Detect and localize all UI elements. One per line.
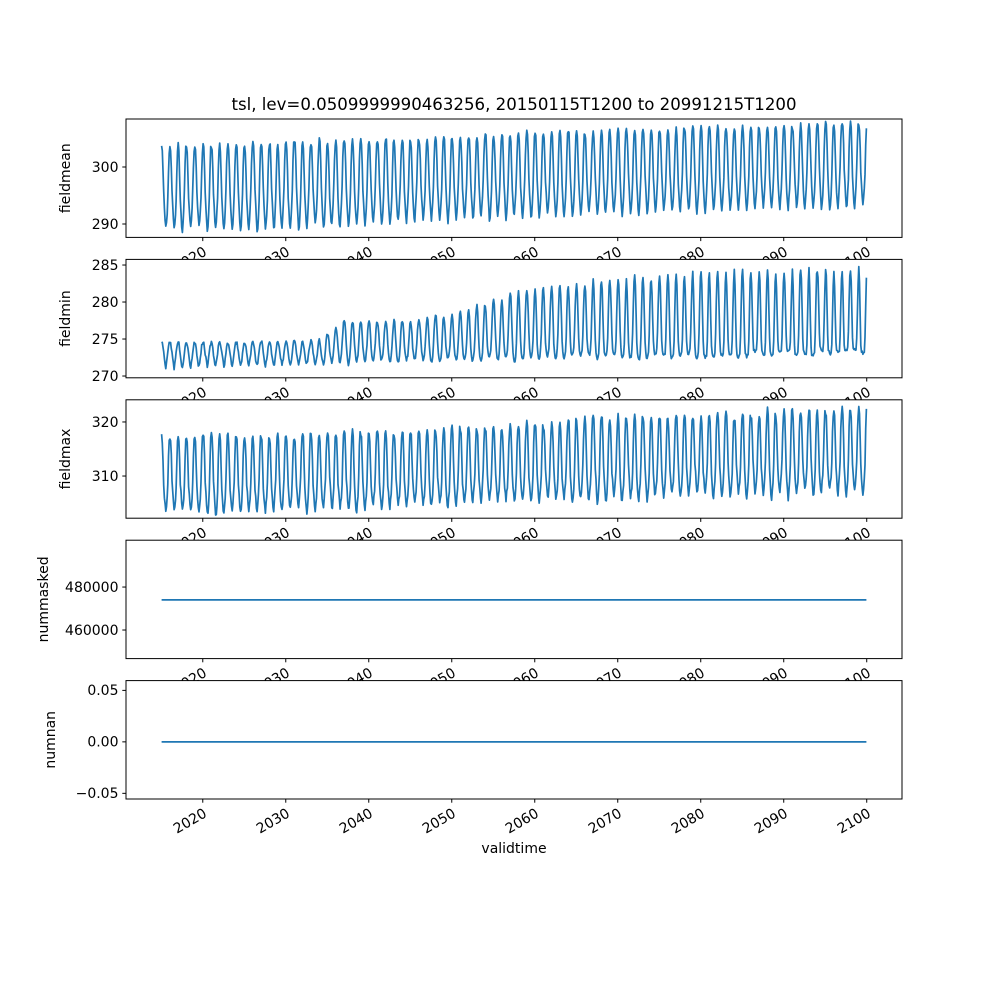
axes-spines: [125, 399, 903, 519]
y-axis-label-fieldmax: fieldmax: [58, 429, 74, 490]
series-line-fieldmin: [161, 265, 868, 371]
chart-title: tsl, lev=0.0509999990463256, 20150115T12…: [231, 95, 797, 114]
subplot-fieldmin: 2702752802852020203020402050206020702080…: [58, 258, 903, 416]
x-tick-label: 2060: [503, 806, 542, 838]
axes-spines: [125, 118, 903, 238]
y-axis-label-fieldmin: fieldmin: [58, 290, 74, 347]
subplot-nummasked: 4600004800002020203020402050206020702080…: [36, 539, 903, 697]
y-tick-label: 290: [92, 217, 119, 233]
y-tick-label: 280: [92, 295, 119, 311]
y-tick-label: 285: [92, 258, 119, 274]
x-tick-label: 2080: [669, 806, 708, 838]
subplot-numnan: −0.05 0.00 0.05 2020 2030 2040 2050 2060 2070 208…: [43, 680, 903, 838]
y-tick-label: 275: [92, 332, 119, 348]
x-tick-label: 2040: [337, 806, 376, 838]
x-tick-label: 2070: [586, 806, 625, 838]
y-tick-label: 480000: [65, 580, 118, 596]
y-tick-label: −0.05: [76, 786, 119, 802]
y-tick-label: 460000: [65, 623, 118, 639]
x-tick-label: 2050: [420, 806, 459, 838]
x-tick-label: 2030: [254, 806, 293, 838]
subplot-fieldmax: 3103202020203020402050206020702080209021…: [58, 399, 903, 556]
x-tick-label: 2100: [835, 806, 874, 838]
axes-background: [126, 680, 902, 799]
subplot-fieldmean: 2903002020203020402050206020702080209021…: [58, 118, 903, 276]
y-tick-label: 310: [92, 469, 119, 485]
y-axis-label-numnan: numnan: [43, 711, 59, 769]
y-axis-label-nummasked: nummasked: [36, 556, 52, 642]
y-tick-label: 0.05: [87, 683, 118, 699]
x-tick-label: 2090: [752, 806, 791, 838]
axes-spines: [125, 258, 903, 379]
y-tick-label: 300: [92, 160, 119, 176]
y-tick-label: 270: [92, 369, 119, 385]
y-tick-label: 0.00: [87, 735, 118, 751]
series-line-fieldmean: [160, 120, 868, 234]
axes-spines: [125, 680, 903, 800]
series-line-fieldmax: [160, 405, 868, 516]
y-axis-label-fieldmean: fieldmean: [58, 143, 74, 213]
axes-spines: [125, 539, 903, 660]
x-tick-label: 2020: [171, 806, 210, 838]
x-axis-label: validtime: [481, 841, 547, 857]
y-tick-label: 320: [92, 415, 119, 431]
